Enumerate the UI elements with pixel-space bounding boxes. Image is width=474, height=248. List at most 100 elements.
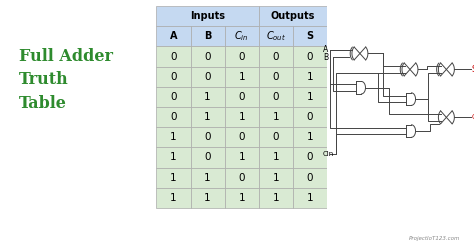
Bar — [259, 26, 293, 46]
Bar — [225, 188, 259, 208]
Bar — [191, 167, 225, 188]
Text: 0: 0 — [307, 153, 313, 162]
Text: 1: 1 — [273, 193, 279, 203]
Text: B: B — [323, 53, 328, 62]
Text: 1: 1 — [204, 112, 211, 122]
Text: $C_{in}$: $C_{in}$ — [235, 30, 249, 43]
Text: Cout: Cout — [472, 114, 474, 120]
Text: 0: 0 — [170, 72, 177, 82]
Bar — [191, 87, 225, 107]
Text: 1: 1 — [204, 92, 211, 102]
Text: 0: 0 — [170, 92, 177, 102]
Bar — [156, 87, 191, 107]
Text: 0: 0 — [273, 132, 279, 142]
Text: 1: 1 — [307, 72, 313, 82]
Bar — [156, 147, 191, 167]
Bar — [259, 87, 293, 107]
Bar — [225, 26, 259, 46]
Bar — [293, 67, 327, 87]
Text: 1: 1 — [204, 173, 211, 183]
Text: 1: 1 — [238, 193, 245, 203]
Text: 1: 1 — [273, 153, 279, 162]
Text: 0: 0 — [204, 72, 211, 82]
Bar — [156, 26, 191, 46]
Bar — [156, 6, 259, 26]
Text: 1: 1 — [273, 112, 279, 122]
Text: $C_{out}$: $C_{out}$ — [266, 30, 286, 43]
Text: 1: 1 — [170, 193, 177, 203]
Bar — [156, 127, 191, 147]
Text: 0: 0 — [170, 112, 177, 122]
Text: 0: 0 — [204, 52, 211, 62]
Text: 0: 0 — [238, 92, 245, 102]
Text: 1: 1 — [238, 153, 245, 162]
Bar — [259, 147, 293, 167]
Bar — [293, 188, 327, 208]
Text: 1: 1 — [170, 153, 177, 162]
Text: 0: 0 — [307, 52, 313, 62]
Text: 1: 1 — [238, 72, 245, 82]
Bar — [225, 87, 259, 107]
Bar — [156, 188, 191, 208]
Bar — [225, 167, 259, 188]
Bar — [259, 67, 293, 87]
Bar — [293, 87, 327, 107]
Bar — [156, 107, 191, 127]
Text: B: B — [204, 31, 211, 41]
Bar — [225, 127, 259, 147]
Bar — [293, 107, 327, 127]
Text: Full Adder
Truth
Table: Full Adder Truth Table — [19, 48, 113, 112]
Bar — [191, 188, 225, 208]
Bar — [293, 26, 327, 46]
Bar — [259, 6, 327, 26]
Bar — [191, 46, 225, 67]
Bar — [225, 107, 259, 127]
Bar — [191, 26, 225, 46]
Bar — [191, 147, 225, 167]
Bar — [293, 46, 327, 67]
Text: A: A — [170, 31, 177, 41]
Text: 0: 0 — [307, 173, 313, 183]
Bar — [225, 147, 259, 167]
Bar — [191, 67, 225, 87]
Text: 1: 1 — [238, 112, 245, 122]
Text: S: S — [306, 31, 314, 41]
Text: Cin: Cin — [323, 151, 334, 157]
Text: 0: 0 — [273, 52, 279, 62]
Bar — [293, 167, 327, 188]
Text: 1: 1 — [307, 92, 313, 102]
Text: Inputs: Inputs — [190, 11, 225, 21]
Bar — [225, 46, 259, 67]
Bar — [156, 46, 191, 67]
Text: 0: 0 — [307, 112, 313, 122]
Text: 1: 1 — [170, 173, 177, 183]
Bar — [156, 167, 191, 188]
Text: A: A — [323, 45, 328, 54]
Bar — [225, 67, 259, 87]
Bar — [191, 107, 225, 127]
Text: 1: 1 — [204, 193, 211, 203]
Bar — [259, 46, 293, 67]
Text: S: S — [472, 65, 474, 74]
Text: 1: 1 — [307, 193, 313, 203]
Text: 0: 0 — [204, 132, 211, 142]
Text: 0: 0 — [238, 173, 245, 183]
Bar — [259, 107, 293, 127]
Text: 0: 0 — [273, 72, 279, 82]
Text: 0: 0 — [238, 52, 245, 62]
Text: 0: 0 — [238, 132, 245, 142]
Bar — [293, 127, 327, 147]
Bar — [293, 147, 327, 167]
Bar — [259, 188, 293, 208]
Text: Outputs: Outputs — [271, 11, 315, 21]
Text: 1: 1 — [273, 173, 279, 183]
Bar — [259, 127, 293, 147]
Bar — [259, 167, 293, 188]
Text: 0: 0 — [273, 92, 279, 102]
Text: ProjectIoT123.com: ProjectIoT123.com — [409, 236, 460, 241]
Text: 1: 1 — [170, 132, 177, 142]
Bar — [156, 67, 191, 87]
Text: 0: 0 — [204, 153, 211, 162]
Text: 0: 0 — [170, 52, 177, 62]
Bar — [191, 127, 225, 147]
